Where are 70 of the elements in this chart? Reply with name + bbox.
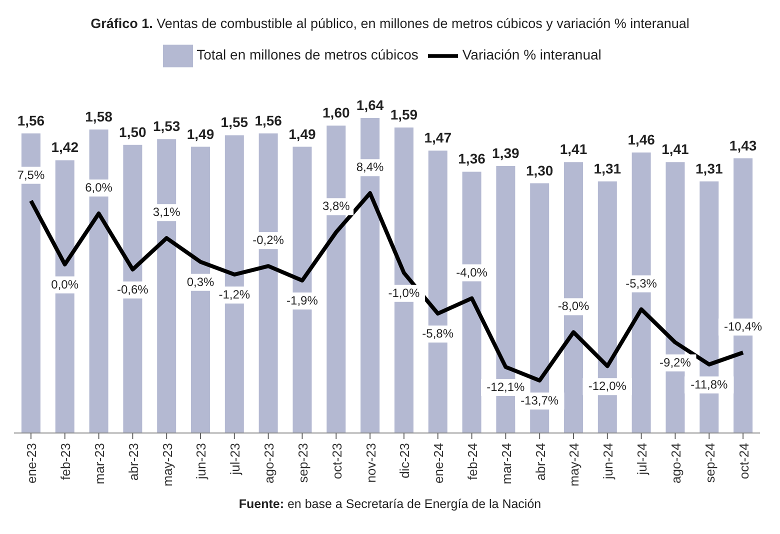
data-label: -12,0%: [588, 379, 627, 394]
x-tick-label: ago-23: [262, 443, 277, 484]
data-label: -10,4%: [724, 320, 762, 334]
x-tick-label: mar-23: [92, 443, 108, 484]
x-tick-label: mar-24: [498, 443, 514, 484]
x-tick-label: sep-24: [702, 443, 718, 483]
x-tick-label: abr-24: [532, 443, 548, 481]
x-tick-label: dic-23: [397, 443, 412, 478]
data-label: 1,49: [186, 126, 214, 142]
x-tick-label: oct-24: [736, 443, 752, 480]
data-label: 1,49: [288, 126, 316, 142]
data-label: 1,42: [51, 139, 79, 156]
data-label: -13,7%: [520, 394, 559, 408]
data-label: -0,2%: [252, 233, 284, 248]
data-label: 1,41: [662, 141, 690, 158]
data-label: 1,36: [458, 150, 486, 167]
x-tick-label: abr-23: [126, 443, 141, 481]
data-label: 7,5%: [17, 168, 45, 182]
data-label: -11,8%: [690, 377, 728, 392]
data-label: 1,46: [628, 132, 656, 148]
x-tick-label: may-23: [160, 443, 175, 486]
x-tick-label: ago-24: [668, 443, 684, 484]
data-label: -9,2%: [660, 355, 692, 370]
x-tick-label: sep-23: [295, 443, 310, 483]
legend-label: Variación % interanual: [462, 46, 602, 63]
data-label: -4,0%: [456, 265, 488, 280]
data-label: -1,9%: [286, 293, 318, 308]
x-tick-label: jun-23: [194, 443, 209, 480]
data-label: -1,0%: [388, 286, 420, 300]
data-label: 0,3%: [186, 274, 214, 289]
data-label: 3,1%: [152, 205, 181, 220]
data-label: 0,0%: [51, 277, 79, 292]
data-label: -12,1%: [486, 380, 526, 394]
data-label: 1,31: [696, 160, 723, 176]
data-label: 1,53: [152, 118, 180, 134]
legend-label: Total en millones de metros cúbicos: [196, 46, 418, 63]
data-label: 3,8%: [322, 199, 350, 214]
data-label: 1,39: [492, 144, 520, 161]
data-label: 1,47: [424, 130, 452, 146]
x-tick-label: nov-23: [363, 443, 378, 483]
data-label: 1,55: [220, 114, 248, 130]
data-label: 1,43: [729, 137, 757, 154]
data-label: 6,0%: [85, 180, 113, 195]
data-label: 1,58: [85, 108, 113, 124]
x-tick-label: jul-24: [634, 443, 650, 476]
data-label: 1,59: [390, 106, 418, 123]
x-tick-label: ene-24: [431, 443, 446, 484]
data-label: 1,56: [17, 112, 45, 128]
data-label: 8,4%: [356, 160, 384, 174]
data-label: 1,60: [322, 104, 350, 121]
data-label: 1,41: [560, 141, 588, 158]
x-tick-label: feb-24: [465, 443, 480, 480]
x-tick-label: feb-23: [58, 443, 74, 480]
data-label: 1,30: [526, 162, 554, 178]
x-tick-label: ene-23: [24, 443, 40, 484]
x-tick-label: oct-23: [329, 443, 344, 480]
data-label: -5,8%: [422, 326, 454, 341]
data-label: -0,6%: [117, 282, 149, 296]
data-label: -1,2%: [218, 288, 250, 302]
data-label: 1,64: [356, 96, 384, 113]
data-label: 1,31: [594, 160, 622, 176]
chart-title: Gráfico 1. Ventas de combustible al público, en millones de metros cúbicos y variación % interanual: [90, 15, 690, 31]
x-tick-label: jun-24: [600, 443, 616, 480]
data-label: -8,0%: [558, 299, 590, 314]
x-tick-label: jul-23: [228, 443, 243, 476]
data-label: 1,50: [119, 124, 147, 140]
data-label: -5,3%: [626, 276, 658, 290]
source-note: Fuente: en base a Secretaría de Energía de la Nación: [238, 497, 542, 511]
data-label: 1,56: [254, 112, 282, 128]
x-tick-label: may-24: [566, 443, 582, 486]
